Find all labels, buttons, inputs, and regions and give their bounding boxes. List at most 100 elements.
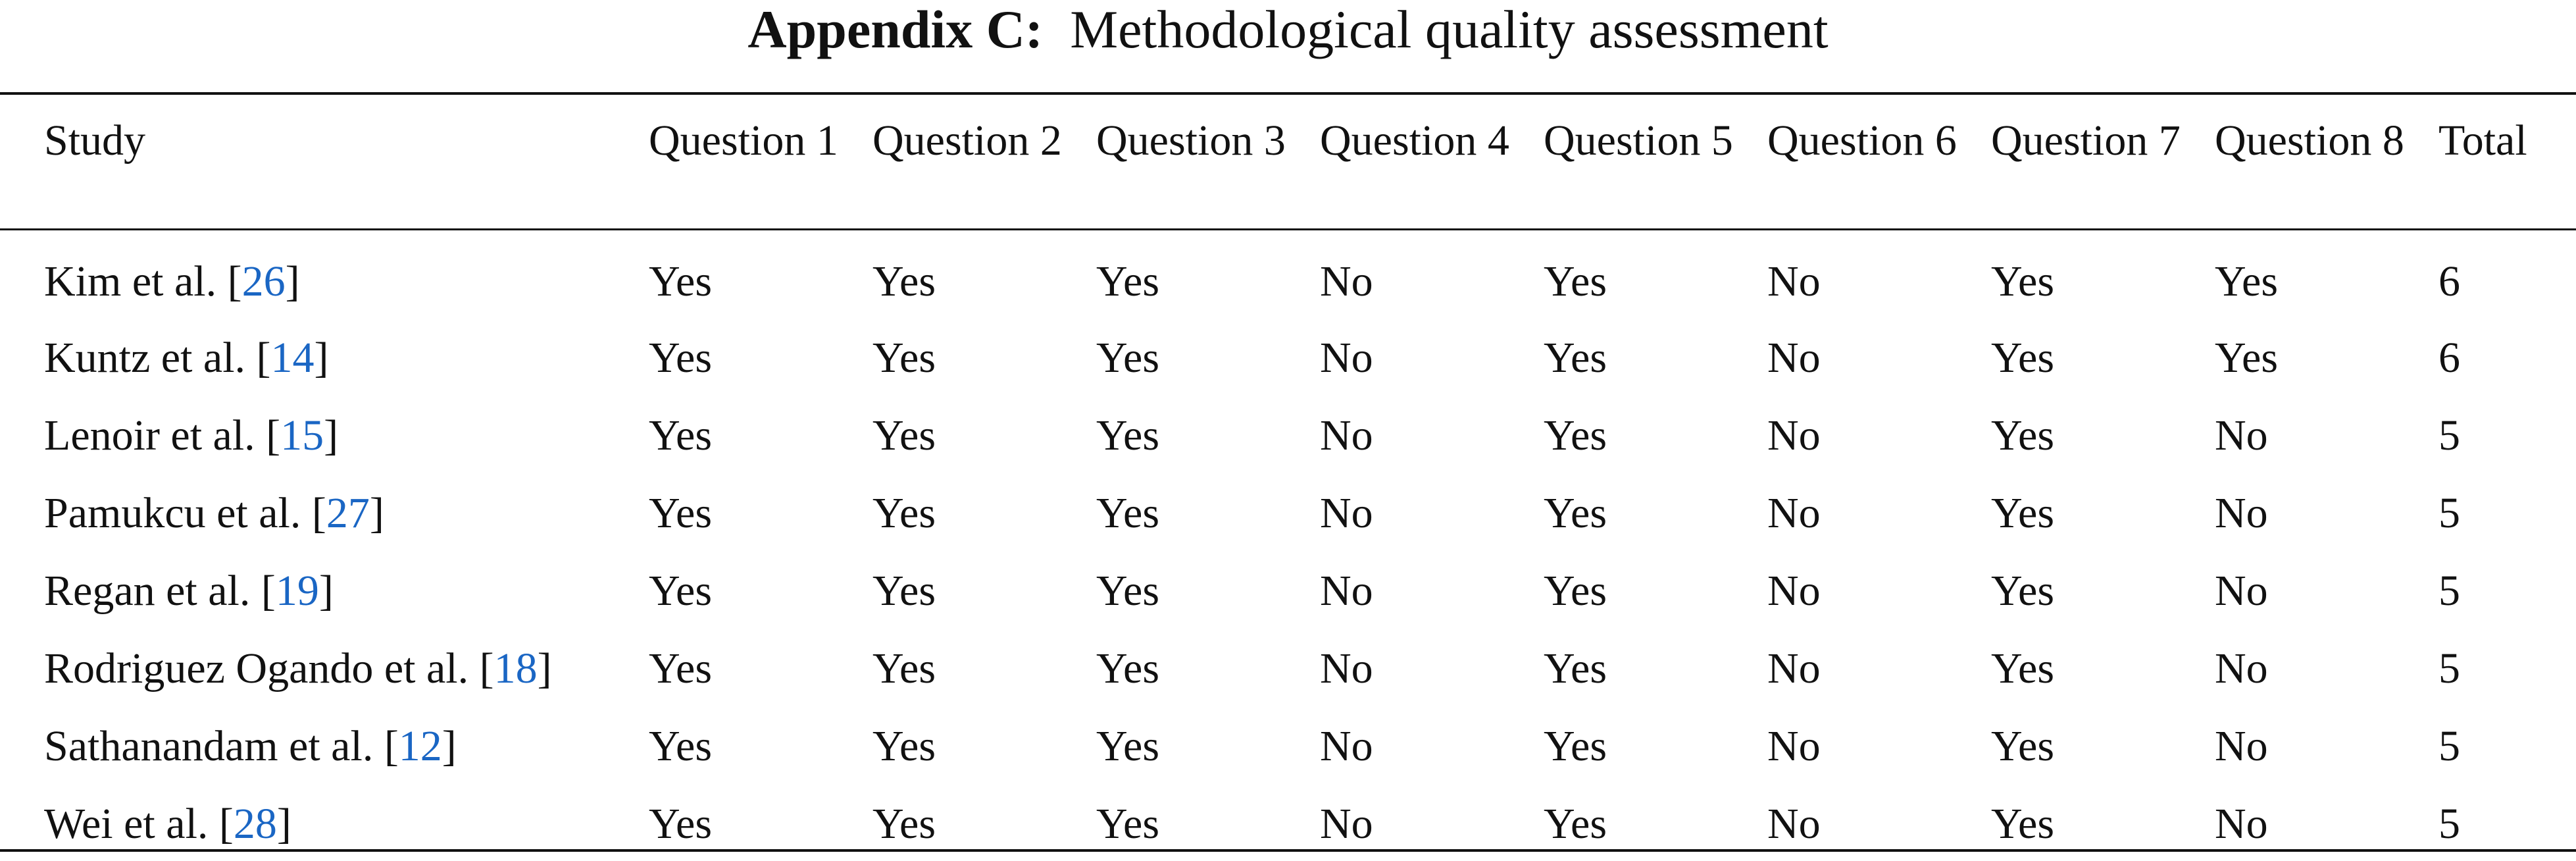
answer-cell: Yes	[1544, 722, 1607, 770]
column-header: Question 1	[649, 93, 872, 229]
answer-cell: No	[1767, 567, 1821, 615]
answer-cell: No	[1767, 644, 1821, 692]
column-header-text: Question 7	[1991, 117, 2181, 165]
column-header: Question 4	[1320, 93, 1544, 229]
column-header-text: Question 6	[1767, 117, 1957, 165]
study-cell: Pamukcu et al. [27]	[0, 462, 649, 540]
answer-cell: Yes	[1096, 334, 1160, 382]
total-cell: 5	[2438, 644, 2460, 692]
column-header: Question 7	[1991, 93, 2215, 229]
answer-cell: Yes	[649, 489, 713, 537]
answer-cell: Yes	[1096, 644, 1160, 692]
study-text: Kim et al. [	[44, 257, 242, 305]
answer-cell: No	[1320, 567, 1373, 615]
column-header: Question 6	[1767, 93, 1991, 229]
study-text: Rodriguez Ogando et al. [	[44, 644, 494, 692]
answer-cell: Yes	[872, 800, 936, 848]
answer-cell: Yes	[1991, 644, 2055, 692]
study-text: ]	[314, 334, 329, 382]
answer-cell: No	[1320, 644, 1373, 692]
answer-cell: No	[1320, 257, 1373, 305]
study-text: ]	[318, 567, 334, 615]
study-cell: Rodriguez Ogando et al. [18]	[0, 617, 649, 695]
answer-cell: No	[1320, 334, 1373, 382]
study-text: ]	[324, 411, 339, 459]
answer-cell: No	[1320, 722, 1373, 770]
study-text: Sathanandam et al. [	[44, 722, 399, 770]
answer-cell: Yes	[649, 644, 713, 692]
reference-link: 27	[326, 489, 370, 537]
study-text: ]	[276, 800, 291, 848]
answer-cell: No	[1767, 722, 1821, 770]
study-cell: Kuntz et al. [14]	[0, 307, 649, 384]
table-body: Kim et al. [26] Yes Yes Yes No Yes No Yes Yes 6 Ku…	[0, 229, 2576, 850]
answer-cell: No	[1767, 489, 1821, 537]
study-cell: Sathanandam et al. [12]	[0, 695, 649, 773]
answer-cell: Yes	[1544, 644, 1607, 692]
answer-cell: Yes	[649, 567, 713, 615]
answer-cell: Yes	[649, 411, 713, 459]
study-text: ]	[537, 644, 552, 692]
total-cell: 6	[2438, 334, 2460, 382]
total-cell: 5	[2438, 800, 2460, 848]
answer-cell: Yes	[872, 567, 936, 615]
answer-cell: No	[2215, 644, 2268, 692]
answer-cell: Yes	[2215, 257, 2279, 305]
column-header-text: Question 1	[649, 117, 838, 165]
answer-cell: No	[1767, 334, 1821, 382]
study-text: ]	[442, 722, 457, 770]
table-row: Regan et al. [19] Yes Yes Yes No Yes No Yes No 5	[0, 540, 2576, 617]
answer-cell: Yes	[1544, 489, 1607, 537]
reference-link: 19	[275, 567, 319, 615]
reference-link: 26	[241, 257, 286, 305]
study-cell: Lenoir et al. [15]	[0, 384, 649, 462]
answer-cell: No	[2215, 411, 2268, 459]
study-text: Regan et al. [	[44, 567, 276, 615]
answer-cell: Yes	[649, 800, 713, 848]
study-cell: Wei et al. [28]	[0, 773, 649, 850]
column-header-text: Study	[44, 117, 146, 165]
answer-cell: Yes	[1096, 567, 1160, 615]
table-row: Wei et al. [28] Yes Yes Yes No Yes No Yes No 5	[0, 773, 2576, 850]
answer-cell: Yes	[2215, 334, 2279, 382]
reference-link: 14	[270, 334, 315, 382]
answer-cell: Yes	[872, 257, 936, 305]
answer-cell: Yes	[872, 411, 936, 459]
study-cell: Regan et al. [19]	[0, 540, 649, 617]
answer-cell: Yes	[1991, 489, 2055, 537]
answer-cell: Yes	[649, 722, 713, 770]
answer-cell: Yes	[1544, 334, 1607, 382]
answer-cell: Yes	[649, 257, 713, 305]
study-text: Wei et al. [	[44, 800, 234, 848]
reference-link: 12	[398, 722, 442, 770]
column-header-text: Question 4	[1320, 117, 1509, 165]
column-header: Question 2	[872, 93, 1096, 229]
answer-cell: Yes	[1991, 567, 2055, 615]
total-cell: 5	[2438, 489, 2460, 537]
answer-cell: Yes	[1991, 334, 2055, 382]
study-text: Pamukcu et al. [	[44, 489, 326, 537]
title: Appendix C: Methodological quality asses…	[0, 0, 2576, 92]
column-header-text: Total	[2438, 117, 2527, 165]
answer-cell: No	[1320, 411, 1373, 459]
table-row: Kuntz et al. [14] Yes Yes Yes No Yes No Yes Yes 6	[0, 307, 2576, 384]
title-text: Methodological quality assessment	[1070, 0, 1829, 59]
answer-cell: Yes	[1096, 722, 1160, 770]
answer-cell: Yes	[1544, 567, 1607, 615]
column-header: Question 3	[1096, 93, 1320, 229]
answer-cell: Yes	[1544, 411, 1607, 459]
table-row: Kim et al. [26] Yes Yes Yes No Yes No Yes Yes 6	[0, 229, 2576, 307]
answer-cell: No	[2215, 489, 2268, 537]
column-header: Question 8	[2215, 93, 2438, 229]
reference-link: 15	[280, 411, 324, 459]
column-header-text: Question 5	[1544, 117, 1733, 165]
answer-cell: No	[1320, 489, 1373, 537]
title-label: Appendix C:	[747, 0, 1044, 59]
answer-cell: Yes	[1991, 257, 2055, 305]
answer-cell: No	[2215, 567, 2268, 615]
answer-cell: No	[1320, 800, 1373, 848]
reference-link: 18	[493, 644, 538, 692]
table: Study Question 1 Question 2 Question 3 Quest…	[0, 92, 2576, 852]
answer-cell: Yes	[1544, 257, 1607, 305]
